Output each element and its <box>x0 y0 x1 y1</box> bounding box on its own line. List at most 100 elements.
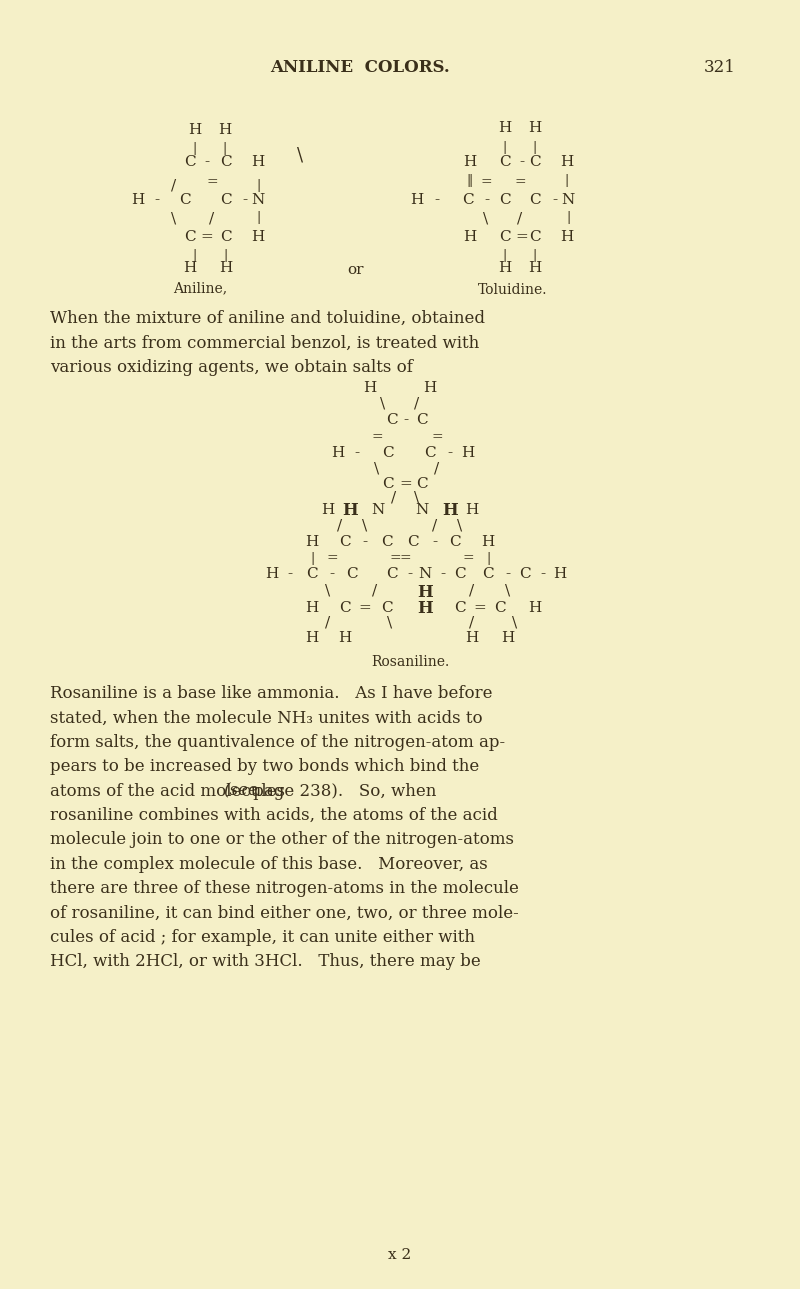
Text: /: / <box>171 178 177 192</box>
Text: |: | <box>503 249 507 262</box>
Text: |: | <box>310 552 314 565</box>
Text: in the arts from commercial benzol, is treated with: in the arts from commercial benzol, is t… <box>50 335 479 352</box>
Text: C: C <box>339 535 351 549</box>
Text: there are three of these nitrogen-atoms in the molecule: there are three of these nitrogen-atoms … <box>50 880 519 897</box>
Text: H: H <box>338 632 352 644</box>
Text: \: \ <box>506 583 510 597</box>
Text: \: \ <box>513 615 518 629</box>
Text: H: H <box>322 503 334 517</box>
Text: \: \ <box>374 461 379 476</box>
Text: |: | <box>533 141 537 153</box>
Text: C: C <box>339 601 351 615</box>
Text: =: = <box>201 229 214 244</box>
Text: C: C <box>416 477 428 491</box>
Text: H: H <box>417 599 433 616</box>
Text: /: / <box>326 615 330 629</box>
Text: atoms of the acid molecules: atoms of the acid molecules <box>50 782 290 799</box>
Text: \: \ <box>297 146 303 164</box>
Text: -: - <box>447 446 453 460</box>
Text: H: H <box>417 584 433 601</box>
Text: C: C <box>494 601 506 615</box>
Text: C: C <box>220 193 232 208</box>
Text: H: H <box>266 567 278 581</box>
Text: =: = <box>480 175 492 189</box>
Text: /: / <box>470 615 474 629</box>
Text: /: / <box>391 490 397 504</box>
Text: /: / <box>210 211 214 226</box>
Text: |: | <box>533 249 537 262</box>
Text: H: H <box>218 122 232 137</box>
Text: -: - <box>485 193 490 208</box>
Text: Aniline,: Aniline, <box>173 281 227 295</box>
Text: C: C <box>529 229 541 244</box>
Text: HCl, with 2HCl, or with 3HCl.   Thus, there may be: HCl, with 2HCl, or with 3HCl. Thus, ther… <box>50 954 481 971</box>
Text: N: N <box>418 567 432 581</box>
Text: C: C <box>220 155 232 169</box>
Text: /: / <box>518 211 522 226</box>
Text: C: C <box>499 229 511 244</box>
Text: When the mixture of aniline and toluidine, obtained: When the mixture of aniline and toluidin… <box>50 309 485 327</box>
Text: -: - <box>553 193 558 208</box>
Text: =: = <box>389 550 401 565</box>
Text: form salts, the quantivalence of the nitrogen-atom ap-: form salts, the quantivalence of the nit… <box>50 733 505 750</box>
Text: -: - <box>242 193 247 208</box>
Text: C: C <box>386 567 398 581</box>
Text: C: C <box>381 535 393 549</box>
Text: /: / <box>414 396 419 410</box>
Text: C: C <box>184 155 196 169</box>
Text: H: H <box>183 260 197 275</box>
Text: C: C <box>346 567 358 581</box>
Text: of rosaniline, it can bind either one, two, or three mole-: of rosaniline, it can bind either one, t… <box>50 905 518 922</box>
Text: /: / <box>338 518 342 532</box>
Text: C: C <box>424 446 436 460</box>
Text: H: H <box>528 121 542 135</box>
Text: H: H <box>342 501 358 518</box>
Text: N: N <box>415 503 429 517</box>
Text: =: = <box>514 175 526 189</box>
Text: C: C <box>407 535 419 549</box>
Text: rosaniline combines with acids, the atoms of the acid: rosaniline combines with acids, the atom… <box>50 807 498 824</box>
Text: H: H <box>251 229 265 244</box>
Text: in the complex molecule of this base.   Moreover, as: in the complex molecule of this base. Mo… <box>50 856 488 873</box>
Text: H: H <box>363 382 377 394</box>
Text: or: or <box>346 263 363 277</box>
Text: (see: (see <box>223 782 258 799</box>
Text: molecule join to one or the other of the nitrogen-atoms: molecule join to one or the other of the… <box>50 831 514 848</box>
Text: |: | <box>486 552 490 565</box>
Text: H: H <box>131 193 145 208</box>
Text: =: = <box>400 477 412 491</box>
Text: page 238).   So, when: page 238). So, when <box>248 782 437 799</box>
Text: various oxidizing agents, we obtain salts of: various oxidizing agents, we obtain salt… <box>50 360 413 376</box>
Text: -: - <box>354 446 359 460</box>
Text: H: H <box>410 193 424 208</box>
Text: \: \ <box>387 615 393 629</box>
Text: |: | <box>565 174 569 187</box>
Text: C: C <box>529 193 541 208</box>
Text: C: C <box>306 567 318 581</box>
Text: |: | <box>193 142 197 155</box>
Text: H: H <box>462 446 474 460</box>
Text: H: H <box>463 155 477 169</box>
Text: H: H <box>502 632 514 644</box>
Text: C: C <box>382 477 394 491</box>
Text: \: \ <box>171 211 177 226</box>
Text: C: C <box>454 601 466 615</box>
Text: -: - <box>433 535 438 549</box>
Text: =: = <box>462 550 474 565</box>
Text: H: H <box>331 446 345 460</box>
Text: N: N <box>371 503 385 517</box>
Text: H: H <box>466 632 478 644</box>
Text: -: - <box>403 412 409 427</box>
Text: C: C <box>529 155 541 169</box>
Text: H: H <box>306 535 318 549</box>
Text: H: H <box>560 229 574 244</box>
Text: H: H <box>219 260 233 275</box>
Text: \: \ <box>381 396 386 410</box>
Text: -: - <box>434 193 439 208</box>
Text: stated, when the molecule NH₃ unites with acids to: stated, when the molecule NH₃ unites wit… <box>50 709 482 727</box>
Text: |: | <box>468 174 472 187</box>
Text: H: H <box>528 601 542 615</box>
Text: N: N <box>562 193 574 208</box>
Text: |: | <box>256 211 260 224</box>
Text: =: = <box>206 175 218 189</box>
